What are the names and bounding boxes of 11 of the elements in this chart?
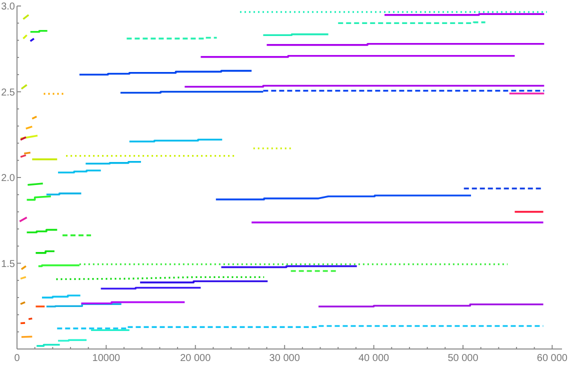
y-tick-label: 2.5 xyxy=(1,87,16,98)
x-tick-label: 30 000 xyxy=(269,353,300,364)
x-tick-label: 20 000 xyxy=(180,353,212,364)
x-tick-label: 10000 xyxy=(92,353,121,364)
y-tick-label: 2.0 xyxy=(1,173,16,184)
x-tick-label: 40 000 xyxy=(358,353,390,364)
x-tick-label: 0 xyxy=(14,353,20,364)
x-tick-label: 60 000 xyxy=(536,353,568,364)
x-tick-label: 50 000 xyxy=(448,353,479,364)
y-tick-label: 3.0 xyxy=(1,2,16,12)
y-tick-label: 1.5 xyxy=(1,258,16,270)
